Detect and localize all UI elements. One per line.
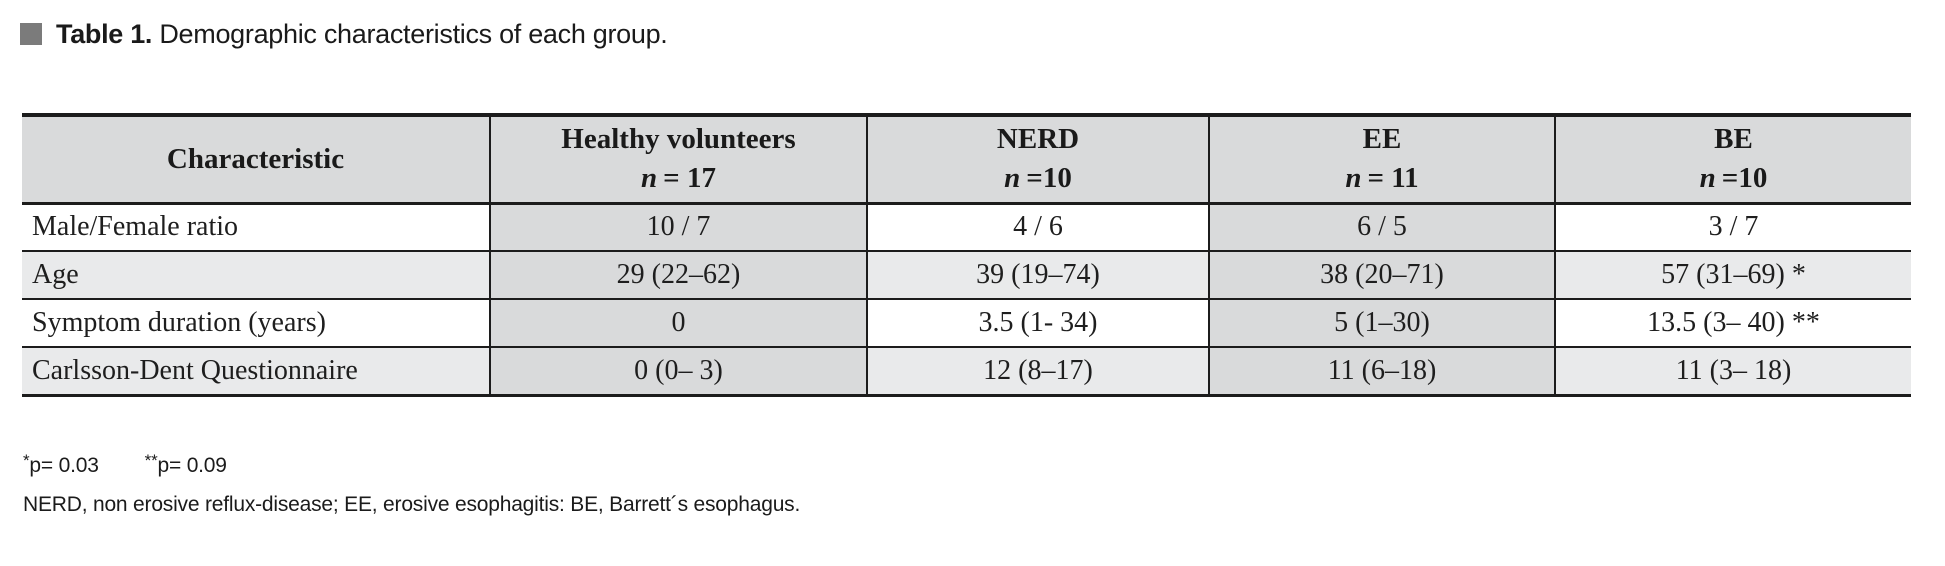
header-group-n: n =10 <box>1556 159 1911 198</box>
header-group-label: NERD <box>996 123 1080 156</box>
cell-value: 6 / 5 <box>1208 203 1555 252</box>
header-characteristic: Characteristic <box>22 115 490 205</box>
n-count: = 17 <box>663 162 716 195</box>
footnote-pvalues: *p= 0.03 **p= 0.09 <box>23 450 1945 478</box>
demographics-table: Characteristic Healthy volunteers n = 17 … <box>22 113 1911 397</box>
footnote-p1-text: p= 0.03 <box>29 453 99 477</box>
cell-value: 13.5 (3– 40) ** <box>1554 299 1911 348</box>
row-label: Age <box>22 251 490 300</box>
footnote-p2-text: p= 0.09 <box>157 453 227 477</box>
n-count: =10 <box>1721 162 1768 195</box>
cell-value: 0 <box>489 299 867 348</box>
n-symbol: n <box>1699 162 1716 195</box>
header-ee: EE n = 11 <box>1208 115 1555 205</box>
header-group-n: n =10 <box>868 159 1208 198</box>
header-be: BE n =10 <box>1554 115 1911 205</box>
header-group-n: n = 17 <box>491 159 866 198</box>
cell-value: 10 / 7 <box>489 203 867 252</box>
n-symbol: n <box>1345 162 1362 195</box>
row-label: Carlsson-Dent Questionnaire <box>22 347 490 396</box>
n-count: =10 <box>1026 162 1072 195</box>
table-row-symptom-duration: Symptom duration (years) 0 3.5 (1- 34) 5… <box>22 299 1911 348</box>
cell-value: 3 / 7 <box>1554 203 1911 252</box>
cell-value: 0 (0– 3) <box>489 347 867 396</box>
table-row-age: Age 29 (22–62) 39 (19–74) 38 (20–71) 57 … <box>22 251 1911 300</box>
caption-square-bullet-icon <box>20 23 42 45</box>
header-nerd: NERD n =10 <box>866 115 1209 205</box>
header-group-label: EE <box>1362 123 1402 156</box>
header-row: Characteristic Healthy volunteers n = 17 … <box>22 115 1911 205</box>
header-healthy-volunteers: Healthy volunteers n = 17 <box>489 115 867 205</box>
cell-value: 4 / 6 <box>866 203 1209 252</box>
cell-value: 11 (6–18) <box>1208 347 1555 396</box>
row-label: Symptom duration (years) <box>22 299 490 348</box>
caption-title-text: Demographic characteristics of each grou… <box>152 18 668 49</box>
double-asterisk-marker: ** <box>144 450 158 470</box>
table-row-male-female-ratio: Male/Female ratio 10 / 7 4 / 6 6 / 5 3 /… <box>22 203 1911 252</box>
n-count: = 11 <box>1367 162 1419 195</box>
cell-value: 11 (3– 18) <box>1554 347 1911 396</box>
row-label: Male/Female ratio <box>22 203 490 252</box>
cell-value: 29 (22–62) <box>489 251 867 300</box>
asterisk-marker: * <box>23 450 30 470</box>
cell-value: 38 (20–71) <box>1208 251 1555 300</box>
cell-value: 12 (8–17) <box>866 347 1209 396</box>
cell-value: 57 (31–69) * <box>1554 251 1911 300</box>
cell-value: 3.5 (1- 34) <box>866 299 1209 348</box>
header-group-label: Healthy volunteers <box>561 123 796 156</box>
n-symbol: n <box>641 162 658 195</box>
footnote-p1: *p= 0.03 <box>23 450 99 477</box>
table-row-carlsson-dent: Carlsson-Dent Questionnaire 0 (0– 3) 12 … <box>22 347 1911 396</box>
n-symbol: n <box>1004 162 1021 195</box>
cell-value: 5 (1–30) <box>1208 299 1555 348</box>
header-group-label: BE <box>1714 123 1753 156</box>
table-caption: Table 1. Demographic characteristics of … <box>20 18 1945 50</box>
footnote-abbreviations: NERD, non erosive reflux-disease; EE, er… <box>23 492 801 516</box>
footnote-p2: **p= 0.09 <box>144 450 227 477</box>
caption-table-number: Table 1. <box>56 18 153 49</box>
cell-value: 39 (19–74) <box>866 251 1209 300</box>
header-group-n: n = 11 <box>1210 159 1554 198</box>
header-characteristic-label: Characteristic <box>166 142 345 175</box>
